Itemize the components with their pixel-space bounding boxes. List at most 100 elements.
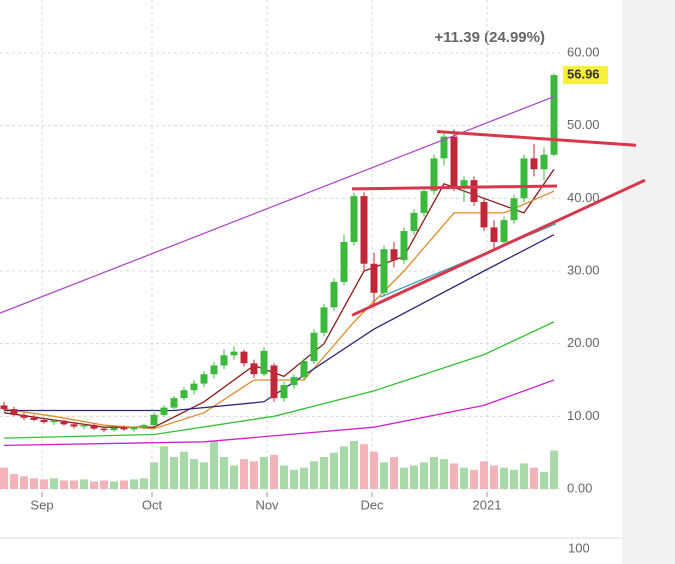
candle-body bbox=[60, 420, 68, 425]
candle-body bbox=[500, 220, 508, 242]
volume-bar bbox=[460, 467, 468, 489]
candle-body bbox=[210, 365, 218, 375]
volume-bar bbox=[60, 480, 68, 489]
volume-bar bbox=[170, 457, 178, 489]
volume-bar bbox=[150, 462, 158, 489]
volume-bar bbox=[340, 446, 348, 489]
candle-body bbox=[180, 390, 188, 399]
candle-body bbox=[290, 377, 298, 386]
candle-body bbox=[530, 158, 538, 170]
volume-bar bbox=[20, 476, 28, 489]
volume-bar bbox=[450, 463, 458, 489]
volume-bar bbox=[430, 457, 438, 489]
trendline bbox=[0, 95, 555, 314]
volume-bar bbox=[400, 467, 408, 489]
moving-average bbox=[3, 321, 555, 439]
candle-body bbox=[200, 374, 208, 384]
candle-body bbox=[460, 180, 468, 188]
volume-bar bbox=[320, 457, 328, 489]
volume-bar bbox=[410, 465, 418, 489]
volume-bar bbox=[220, 457, 228, 489]
volume-bar bbox=[200, 462, 208, 489]
volume-bar bbox=[0, 467, 8, 489]
volume-bar bbox=[230, 465, 238, 489]
candle-body bbox=[30, 417, 38, 420]
candle-body bbox=[110, 427, 118, 431]
trendline bbox=[351, 178, 646, 317]
x-tick-label: 2021 bbox=[473, 497, 502, 512]
candle-body bbox=[320, 307, 328, 333]
volume-tick-label: 100 bbox=[568, 540, 590, 555]
volume-bar bbox=[330, 452, 338, 489]
volume-bar bbox=[10, 474, 18, 489]
candle-body bbox=[370, 263, 378, 293]
candle-body bbox=[480, 201, 488, 228]
y-tick-label: 0.00 bbox=[567, 480, 592, 495]
volume-bar bbox=[80, 479, 88, 489]
volume-bar bbox=[90, 481, 98, 489]
y-tick-label: 60.00 bbox=[567, 44, 600, 59]
candle-body bbox=[20, 414, 28, 418]
candle-body bbox=[510, 198, 518, 221]
candle-body bbox=[160, 407, 168, 415]
candle-body bbox=[400, 231, 408, 261]
candle-body bbox=[120, 427, 128, 430]
y-tick-label: 40.00 bbox=[567, 190, 600, 205]
candle-body bbox=[340, 241, 348, 282]
change-label: +11.39 (24.99%) bbox=[434, 29, 545, 46]
y-tick-label: 30.00 bbox=[567, 262, 600, 277]
volume-bar bbox=[530, 467, 538, 489]
y-tick-label: 20.00 bbox=[567, 335, 600, 350]
volume-bar bbox=[190, 459, 198, 489]
volume-bar bbox=[120, 480, 128, 489]
candle-body bbox=[270, 365, 278, 399]
candle-body bbox=[0, 405, 8, 410]
candle-body bbox=[450, 136, 458, 188]
moving-average bbox=[4, 234, 555, 412]
candle-body bbox=[10, 409, 18, 415]
volume-bar bbox=[500, 467, 508, 489]
candle-body bbox=[330, 281, 338, 308]
candle-body bbox=[410, 212, 418, 232]
volume-bar bbox=[270, 454, 278, 489]
volume-bar bbox=[50, 478, 58, 489]
volume-bar bbox=[390, 457, 398, 489]
candle-body bbox=[360, 196, 368, 264]
candle-body bbox=[80, 425, 88, 427]
candle-body bbox=[170, 398, 178, 408]
candle-body bbox=[420, 191, 428, 213]
trendline bbox=[351, 184, 558, 191]
candle-body bbox=[440, 136, 448, 159]
volume-bar bbox=[100, 480, 108, 489]
volume-bar bbox=[470, 469, 478, 489]
volume-bar bbox=[260, 457, 268, 489]
candle-body bbox=[70, 424, 78, 427]
candle-body bbox=[280, 385, 288, 399]
candle-body bbox=[350, 196, 358, 242]
candle-body bbox=[150, 414, 158, 426]
last-price-label: 56.96 bbox=[567, 67, 600, 82]
volume-bar bbox=[540, 471, 548, 489]
volume-bar bbox=[240, 459, 248, 489]
volume-bar bbox=[310, 461, 318, 489]
volume-bar bbox=[360, 444, 368, 489]
volume-bar bbox=[40, 479, 48, 489]
candle-body bbox=[550, 75, 558, 155]
volume-bar bbox=[210, 441, 218, 489]
x-tick-label: Oct bbox=[142, 497, 163, 512]
moving-average bbox=[3, 168, 555, 428]
candle-body bbox=[250, 363, 258, 375]
volume-bar bbox=[70, 480, 78, 489]
candle-body bbox=[190, 383, 198, 391]
candle-body bbox=[380, 249, 388, 293]
volume-bar bbox=[380, 462, 388, 489]
candle-body bbox=[260, 350, 268, 375]
moving-average bbox=[3, 190, 555, 430]
candle-body bbox=[490, 227, 498, 242]
volume-bar bbox=[280, 465, 288, 489]
volume-bar bbox=[110, 481, 118, 489]
volume-bar bbox=[520, 463, 528, 489]
volume-bar bbox=[440, 459, 448, 489]
candle-body bbox=[470, 180, 478, 202]
